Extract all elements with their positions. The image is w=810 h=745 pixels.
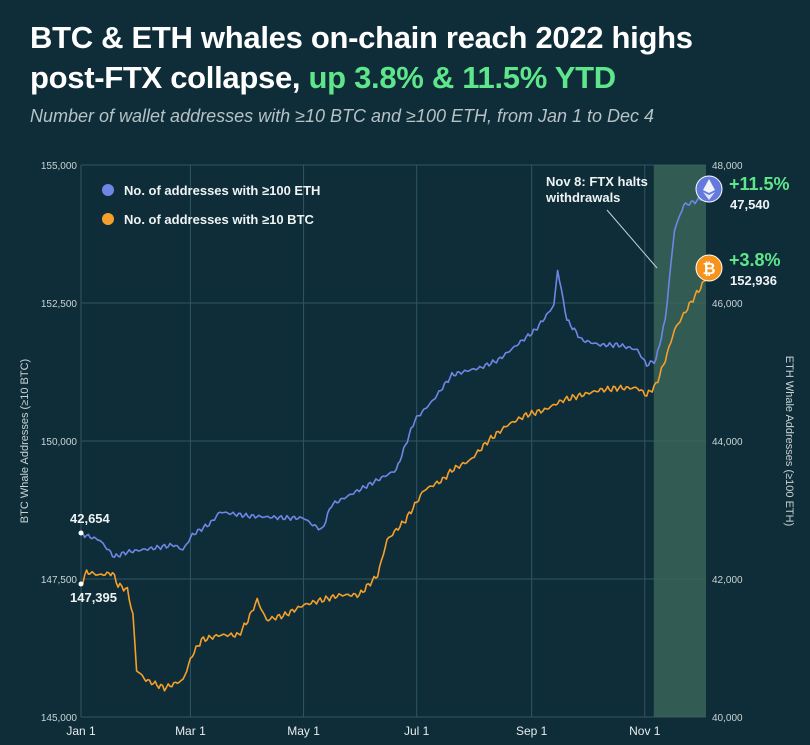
axis-ticks: 145,000 147,500 150,000 152,500 155,000 40,00…	[41, 161, 743, 738]
btc-start-dot	[78, 581, 84, 587]
eth-icon	[695, 175, 723, 203]
annotation-pointer	[606, 209, 658, 269]
left-axis-title: BTC Whale Addresses (≥10 BTC)	[19, 359, 31, 523]
title-highlight: up 3.8% & 11.5% YTD	[308, 60, 617, 95]
right-tick-label: 40,000	[712, 713, 743, 724]
right-tick-label: 48,000	[712, 161, 743, 172]
right-axis-title: ETH Whale Addresses (≥100 ETH)	[783, 356, 795, 526]
right-tick-label: 46,000	[712, 299, 743, 310]
title-line-1: BTC & ETH whales on-chain reach 2022 hig…	[30, 20, 693, 55]
left-tick-label: 147,500	[41, 575, 78, 586]
title-line-2: post-FTX collapse, up 3.8% & 11.5% YTD	[30, 58, 810, 98]
left-tick-label: 150,000	[41, 437, 78, 448]
x-tick-label: Sep 1	[516, 724, 548, 738]
x-tick-label: Jan 1	[66, 724, 96, 738]
x-tick-label: May 1	[287, 724, 320, 738]
grid	[80, 164, 706, 718]
btc-end-value: 152,936	[730, 273, 777, 288]
x-tick-label: Mar 1	[175, 724, 206, 738]
eth-start-dot	[78, 530, 84, 536]
btc-series-line	[80, 278, 707, 692]
btc-icon: ₿	[695, 254, 723, 282]
legend-btc-label: No. of addresses with ≥10 BTC	[124, 212, 315, 227]
btc-pct-change: +3.8%	[729, 250, 781, 270]
ftx-shaded-region	[653, 165, 706, 717]
eth-start-label: 42,654	[70, 511, 111, 526]
right-tick-label: 42,000	[712, 575, 743, 586]
btc-start-label: 147,395	[70, 590, 117, 605]
right-tick-label: 44,000	[712, 437, 743, 448]
eth-series-line	[80, 195, 707, 559]
chart-subtitle: Number of wallet addresses with ≥10 BTC …	[30, 106, 655, 126]
svg-text:₿: ₿	[702, 260, 715, 278]
left-tick-label: 145,000	[41, 713, 78, 724]
title-line-2-plain: post-FTX collapse,	[30, 60, 309, 95]
x-tick-label: Jul 1	[404, 724, 430, 738]
x-tick-label: Nov 1	[629, 724, 661, 738]
annotation-line-2: withdrawals	[545, 190, 620, 205]
legend-eth-marker	[102, 184, 114, 196]
eth-end-value: 47,540	[730, 197, 770, 212]
left-tick-label: 155,000	[41, 161, 78, 172]
left-tick-label: 152,500	[41, 299, 78, 310]
annotation-line-1: Nov 8: FTX halts	[546, 174, 648, 189]
chart-title: BTC & ETH whales on-chain reach 2022 hig…	[30, 18, 810, 98]
legend-eth-label: No. of addresses with ≥100 ETH	[124, 183, 320, 198]
legend-btc-marker	[102, 213, 114, 225]
eth-pct-change: +11.5%	[729, 174, 790, 194]
